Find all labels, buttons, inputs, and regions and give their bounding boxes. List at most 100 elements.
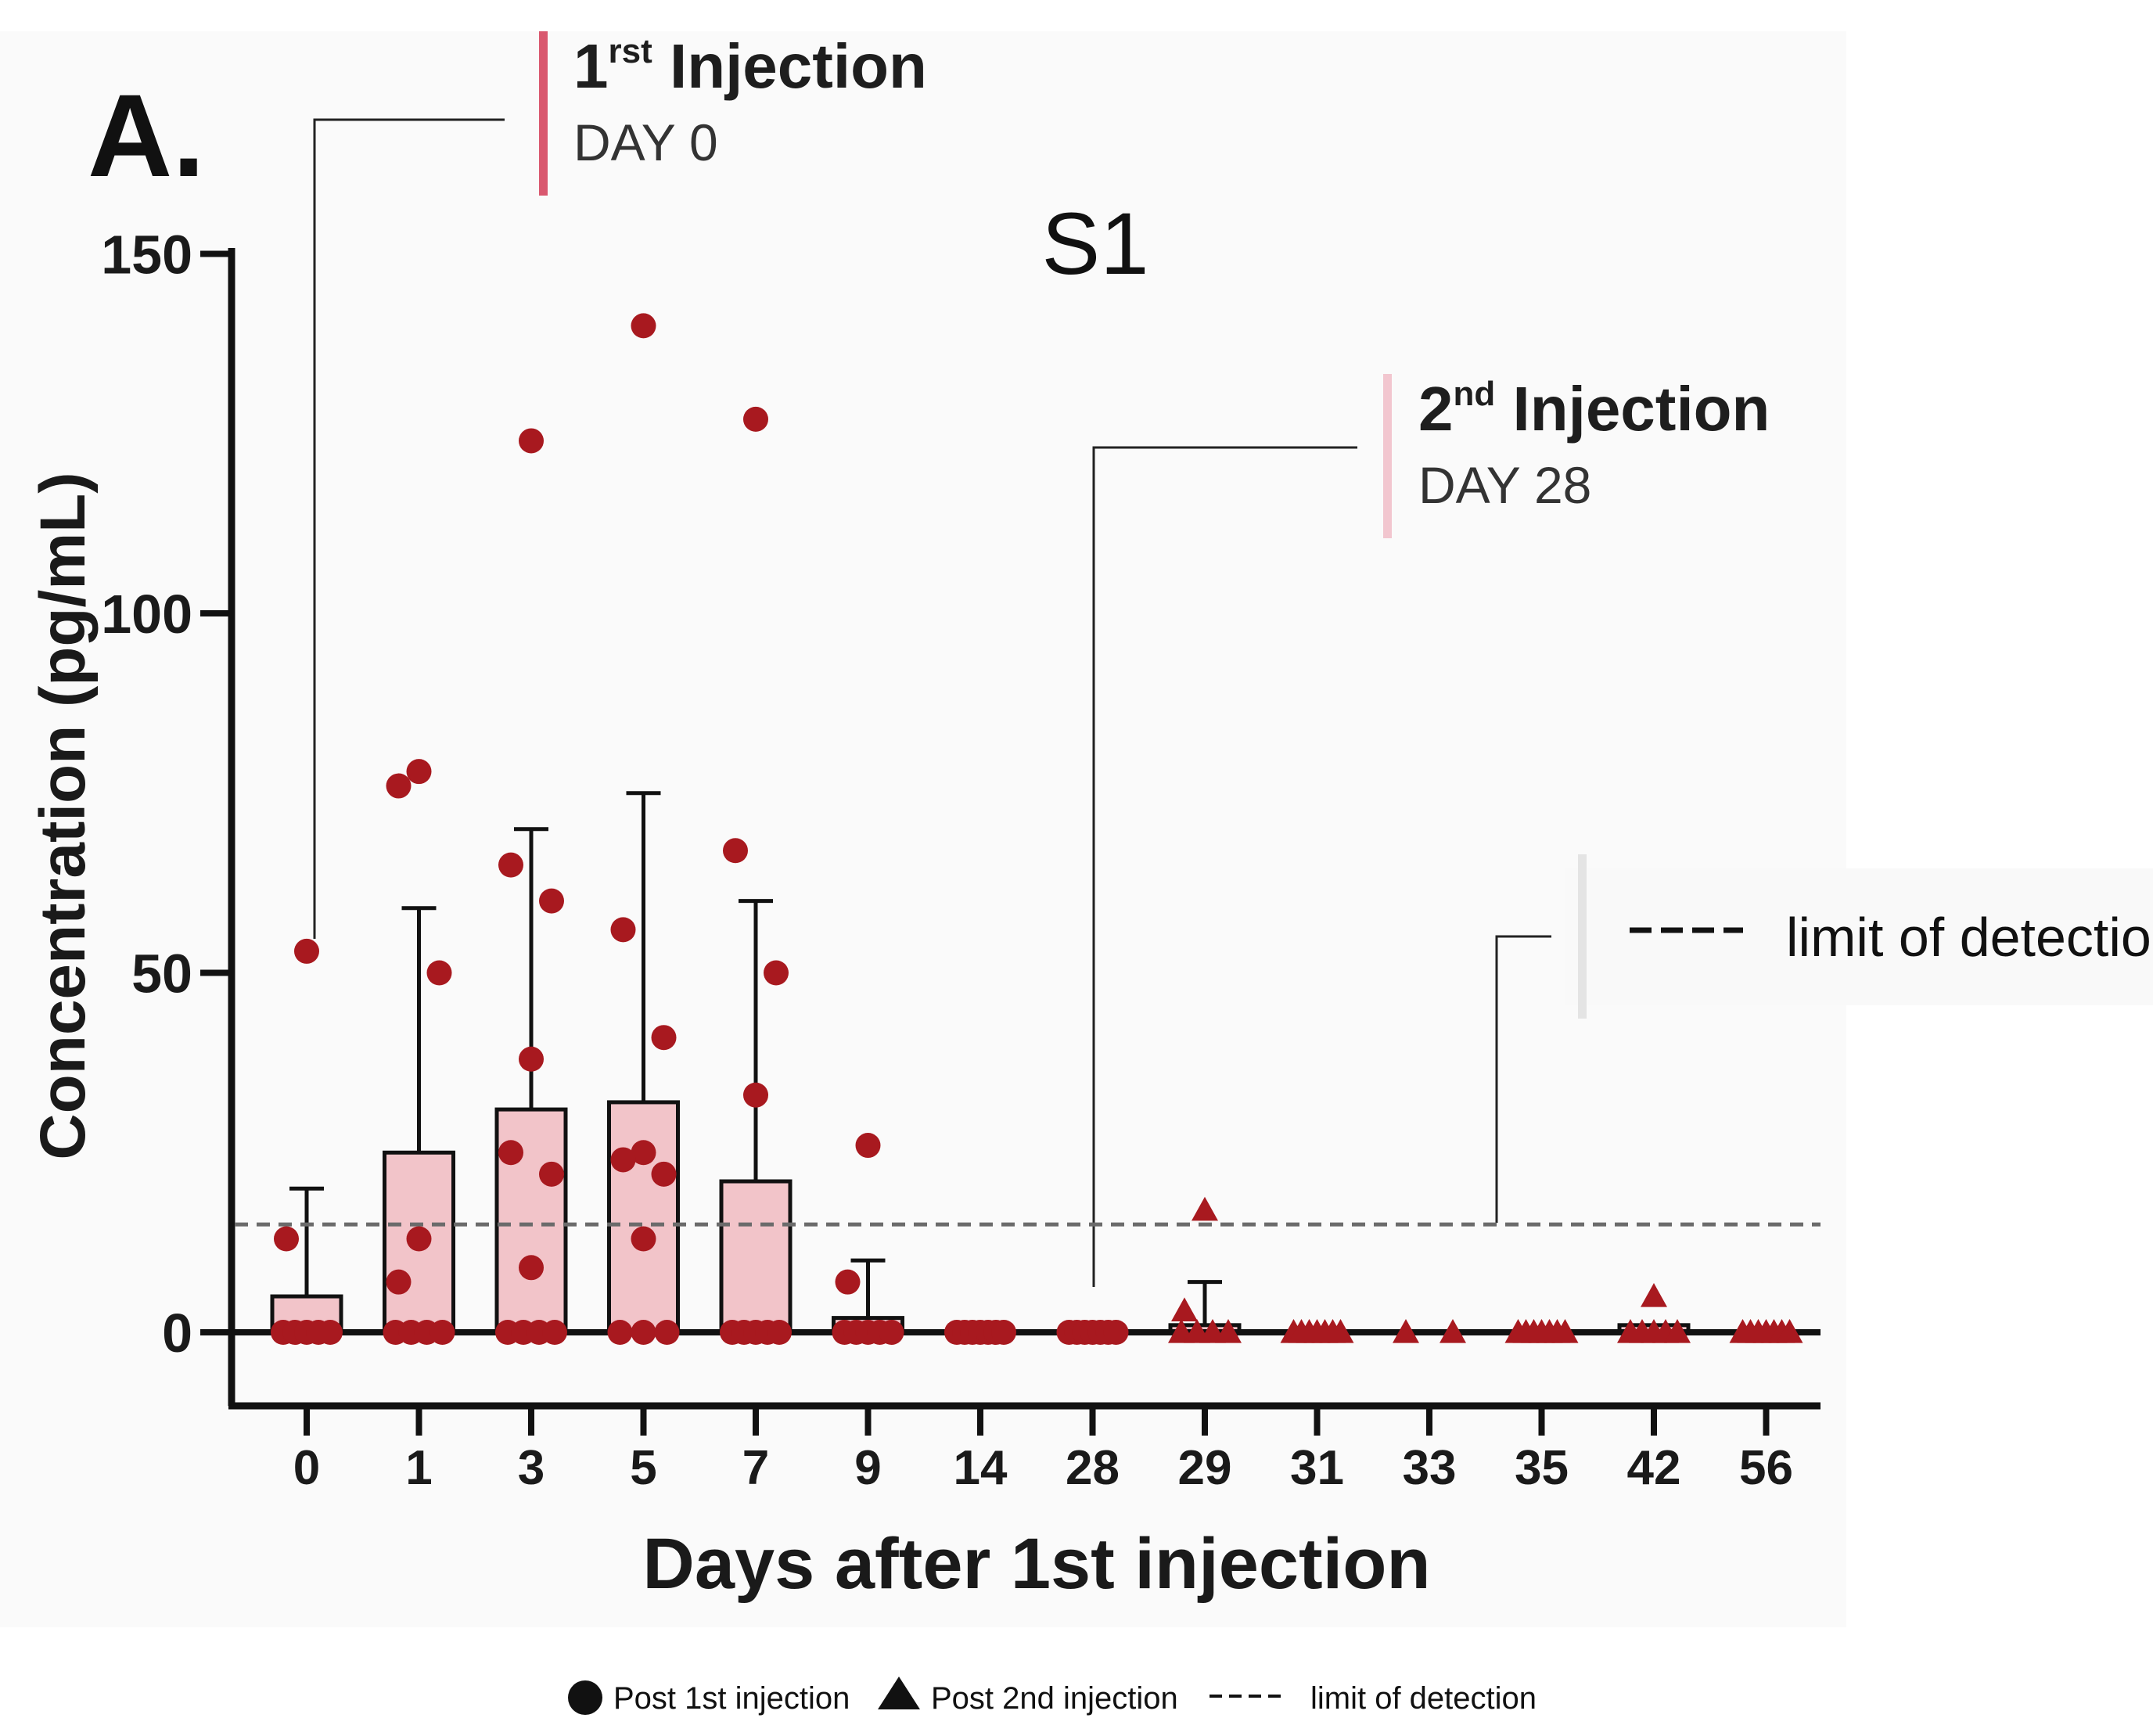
x-tick-label: 28 (1066, 1441, 1120, 1495)
data-point-circle (498, 852, 523, 878)
x-tick-label: 33 (1403, 1441, 1457, 1495)
data-point-circle (426, 960, 452, 986)
data-point-circle (274, 1226, 299, 1252)
first-injection-callout: 1rst Injection DAY 0 (313, 31, 927, 939)
data-point-circle (651, 1161, 677, 1187)
lod-accent-bar (1578, 854, 1587, 1019)
data-point-triangle (1641, 1283, 1667, 1307)
second-injection-word: Injection (1495, 374, 1770, 444)
x-axis-title: Days after 1st injection (642, 1524, 1430, 1604)
data-point-circle (519, 1255, 544, 1281)
data-point-circle (294, 938, 319, 964)
data-point-circle (318, 1320, 343, 1345)
legend-dash-label: limit of detection (1310, 1681, 1537, 1716)
data-point-circle (631, 313, 656, 339)
data-point-circle (430, 1320, 455, 1345)
data-point-triangle (1192, 1196, 1218, 1221)
data-point-circle (386, 1269, 412, 1295)
x-tick-label: 56 (1739, 1441, 1793, 1495)
x-tick-label: 31 (1290, 1441, 1344, 1495)
x-tick-label: 14 (954, 1441, 1008, 1495)
x-tick-label: 42 (1627, 1441, 1681, 1495)
plot-panel-background (0, 31, 1846, 1627)
mean-bar (607, 1100, 680, 1335)
data-point-circle (631, 1320, 656, 1345)
data-point-circle (607, 1320, 633, 1345)
x-tick-label: 29 (1178, 1441, 1232, 1495)
legend-triangle-marker (878, 1677, 920, 1709)
legend-circle-marker (568, 1680, 602, 1715)
data-point-circle (654, 1320, 680, 1345)
x-tick-label: 1 (405, 1441, 432, 1495)
data-point-circle (743, 1082, 768, 1108)
second-injection-title: 2nd Injection (1418, 374, 1770, 444)
data-point-circle (519, 428, 544, 454)
data-point-circle (406, 759, 432, 785)
y-axis-title: Concentration (pg/mL) (27, 472, 99, 1159)
data-point-circle (631, 1140, 656, 1166)
legend-triangle-label: Post 2nd injection (931, 1681, 1178, 1716)
x-tick-label: 5 (630, 1441, 656, 1495)
lod-leader-line (1495, 935, 1551, 1223)
lod-callout-label: limit of detection (1786, 907, 2153, 968)
data-point-circle (519, 1046, 544, 1072)
data-point-circle (743, 406, 768, 432)
panel-letter: A. (88, 70, 205, 201)
data-point-circle (610, 917, 636, 943)
data-point-triangle (1393, 1319, 1419, 1343)
y-tick-label: 0 (162, 1303, 192, 1364)
data-point-triangle (1440, 1319, 1466, 1343)
data-point-circle (767, 1320, 792, 1345)
y-tick-label: 100 (101, 584, 192, 645)
data-point-circle (610, 1147, 636, 1173)
data-point-circle (498, 1140, 523, 1166)
first-injection-superscript: rst (609, 32, 653, 70)
chart-title: S1 (1042, 195, 1149, 293)
lod-callout-background (1565, 868, 2153, 1005)
x-tick-label: 3 (518, 1441, 545, 1495)
second-injection-leader-line (1092, 446, 1357, 1287)
y-tick-label: 150 (101, 225, 192, 286)
data-point-triangle (1776, 1319, 1803, 1343)
second-injection-number: 2 (1418, 374, 1454, 444)
data-point-triangle (1215, 1319, 1242, 1343)
x-tick-label: 7 (742, 1441, 769, 1495)
first-injection-day: DAY 0 (573, 113, 718, 171)
legend-circle-label: Post 1st injection (613, 1681, 850, 1716)
second-injection-superscript: nd (1454, 375, 1496, 413)
first-injection-number: 1 (573, 31, 609, 101)
data-point-circle (879, 1320, 904, 1345)
second-injection-day: DAY 28 (1418, 456, 1591, 514)
data-point-circle (539, 1161, 564, 1187)
data-point-circle (539, 888, 564, 914)
first-injection-leader-line (313, 118, 505, 939)
data-point-circle (764, 960, 789, 986)
mean-bar (719, 1179, 793, 1335)
second-injection-accent-bar (1383, 374, 1392, 538)
data-point-circle (855, 1133, 881, 1159)
data-point-circle (386, 773, 412, 799)
data-point-circle (991, 1320, 1016, 1345)
data-point-circle (1103, 1320, 1129, 1345)
data-point-triangle (1664, 1319, 1691, 1343)
data-point-circle (542, 1320, 567, 1345)
data-point-triangle (1171, 1297, 1198, 1322)
x-tick-label: 9 (854, 1441, 881, 1495)
x-tick-label: 0 (293, 1441, 320, 1495)
legend: Post 1st injection Post 2nd injection li… (568, 1677, 1537, 1716)
data-point-circle (723, 838, 748, 864)
lod-callout: limit of detection (1495, 854, 2153, 1223)
first-injection-title: 1rst Injection (573, 31, 927, 101)
data-point-triangle (1327, 1319, 1354, 1343)
second-injection-callout: 2nd Injection DAY 28 (1092, 374, 1770, 1287)
data-point-circle (631, 1226, 656, 1252)
data-point-triangle (1551, 1319, 1579, 1343)
data-point-circle (651, 1025, 677, 1051)
data-point-circle (406, 1226, 432, 1252)
x-tick-label: 35 (1515, 1441, 1569, 1495)
y-tick-label: 50 (131, 943, 192, 1005)
first-injection-word: Injection (652, 31, 927, 101)
first-injection-accent-bar (539, 31, 548, 196)
